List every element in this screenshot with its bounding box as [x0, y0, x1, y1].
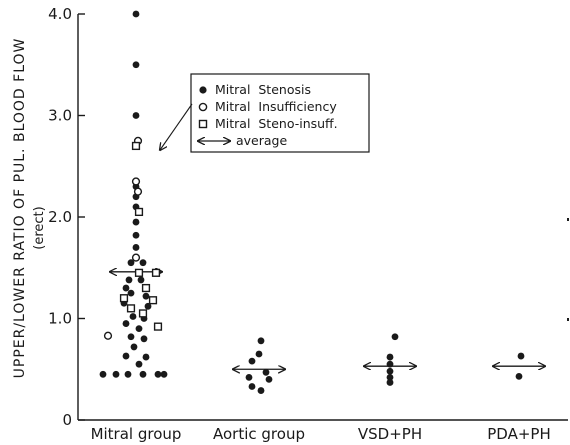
- x-categories: Mitral group Aortic group VSD+PH PDA+PH: [91, 425, 551, 443]
- point-steno-insuff: [119, 294, 129, 303]
- point-stenosis: [99, 370, 107, 378]
- point-stenosis: [255, 350, 263, 358]
- point-stenosis: [122, 284, 130, 292]
- point-steno-insuff: [141, 283, 151, 293]
- point-stenosis: [391, 333, 399, 341]
- point-stenosis: [112, 370, 120, 378]
- point-insufficiency: [131, 253, 141, 262]
- legend: Mitral Stenosis Mitral Insufficiency Mit…: [190, 73, 370, 153]
- legend-marker-open-square: [198, 119, 208, 129]
- point-insufficiency: [131, 177, 141, 186]
- y-ticks: 0 1.0 2.0 3.0 4.0: [48, 5, 85, 429]
- legend-label-steno-insuff: Mitral Steno-insuff.: [215, 116, 338, 131]
- point-insufficiency: [133, 187, 143, 196]
- point-stenosis: [140, 335, 148, 343]
- y-tick-label: 0: [62, 411, 72, 429]
- point-stenosis: [127, 289, 135, 297]
- legend-label-insufficiency: Mitral Insufficiency: [215, 99, 337, 114]
- point-stenosis: [132, 231, 140, 239]
- point-stenosis: [248, 383, 256, 390]
- point-steno-insuff: [131, 141, 141, 151]
- point-stenosis: [515, 372, 523, 380]
- legend-label-average: average: [236, 133, 287, 148]
- point-stenosis: [137, 276, 145, 284]
- point-stenosis: [257, 337, 265, 345]
- y-tick-label: 3.0: [48, 107, 72, 125]
- point-stenosis: [129, 313, 137, 320]
- point-stenosis: [386, 353, 394, 361]
- data-points: [99, 10, 525, 394]
- point-steno-insuff: [138, 309, 148, 318]
- point-stenosis: [139, 370, 147, 378]
- point-stenosis: [135, 360, 143, 368]
- point-steno-insuff: [148, 296, 158, 305]
- y-axis-title: UPPER/LOWER RATIO OF PUL. BLOOD FLOW: [12, 38, 28, 379]
- point-stenosis: [142, 353, 150, 361]
- y-tick-label: 1.0: [48, 310, 72, 328]
- point-stenosis: [517, 352, 525, 360]
- point-steno-insuff: [153, 322, 163, 331]
- point-stenosis: [127, 259, 135, 267]
- point-stenosis: [132, 112, 140, 119]
- legend-pointer-arrow: [160, 103, 193, 150]
- legend-label-stenosis: Mitral Stenosis: [215, 82, 311, 97]
- point-steno-insuff: [134, 268, 144, 277]
- legend-marker-open-circle: [198, 102, 208, 112]
- point-stenosis: [132, 218, 140, 226]
- point-stenosis: [154, 370, 162, 378]
- point-steno-insuff: [134, 207, 144, 217]
- y-axis-subtitle: (erect): [32, 206, 47, 249]
- point-stenosis: [245, 373, 253, 381]
- x-category-label: VSD+PH: [358, 425, 422, 443]
- point-stenosis: [386, 379, 394, 386]
- x-category-label: Aortic group: [213, 425, 305, 443]
- point-insufficiency: [103, 331, 113, 340]
- y-tick-label: 4.0: [48, 5, 72, 23]
- point-stenosis: [122, 320, 130, 327]
- point-stenosis: [144, 302, 152, 310]
- point-stenosis: [142, 292, 150, 300]
- y-tick-label: 2.0: [48, 208, 72, 226]
- point-stenosis: [265, 376, 273, 383]
- point-stenosis: [160, 370, 168, 378]
- point-stenosis: [124, 370, 132, 378]
- point-stenosis: [132, 61, 140, 69]
- point-stenosis: [127, 333, 135, 341]
- point-stenosis: [139, 259, 147, 267]
- legend-marker-filled-circle: [199, 86, 207, 94]
- point-stenosis: [262, 368, 270, 376]
- point-stenosis: [130, 343, 138, 351]
- point-stenosis: [248, 357, 256, 365]
- average-arrows: [110, 272, 545, 369]
- point-stenosis: [386, 373, 394, 381]
- point-stenosis: [132, 244, 140, 251]
- point-stenosis: [125, 276, 133, 284]
- point-stenosis: [257, 387, 265, 394]
- point-stenosis: [386, 360, 394, 368]
- x-category-label: Mitral group: [91, 425, 182, 443]
- point-stenosis: [386, 367, 394, 375]
- x-category-label: PDA+PH: [487, 425, 551, 443]
- point-stenosis: [135, 325, 143, 333]
- point-steno-insuff: [126, 304, 136, 313]
- point-stenosis: [122, 352, 130, 360]
- point-steno-insuff: [151, 268, 161, 277]
- point-stenosis: [132, 10, 140, 18]
